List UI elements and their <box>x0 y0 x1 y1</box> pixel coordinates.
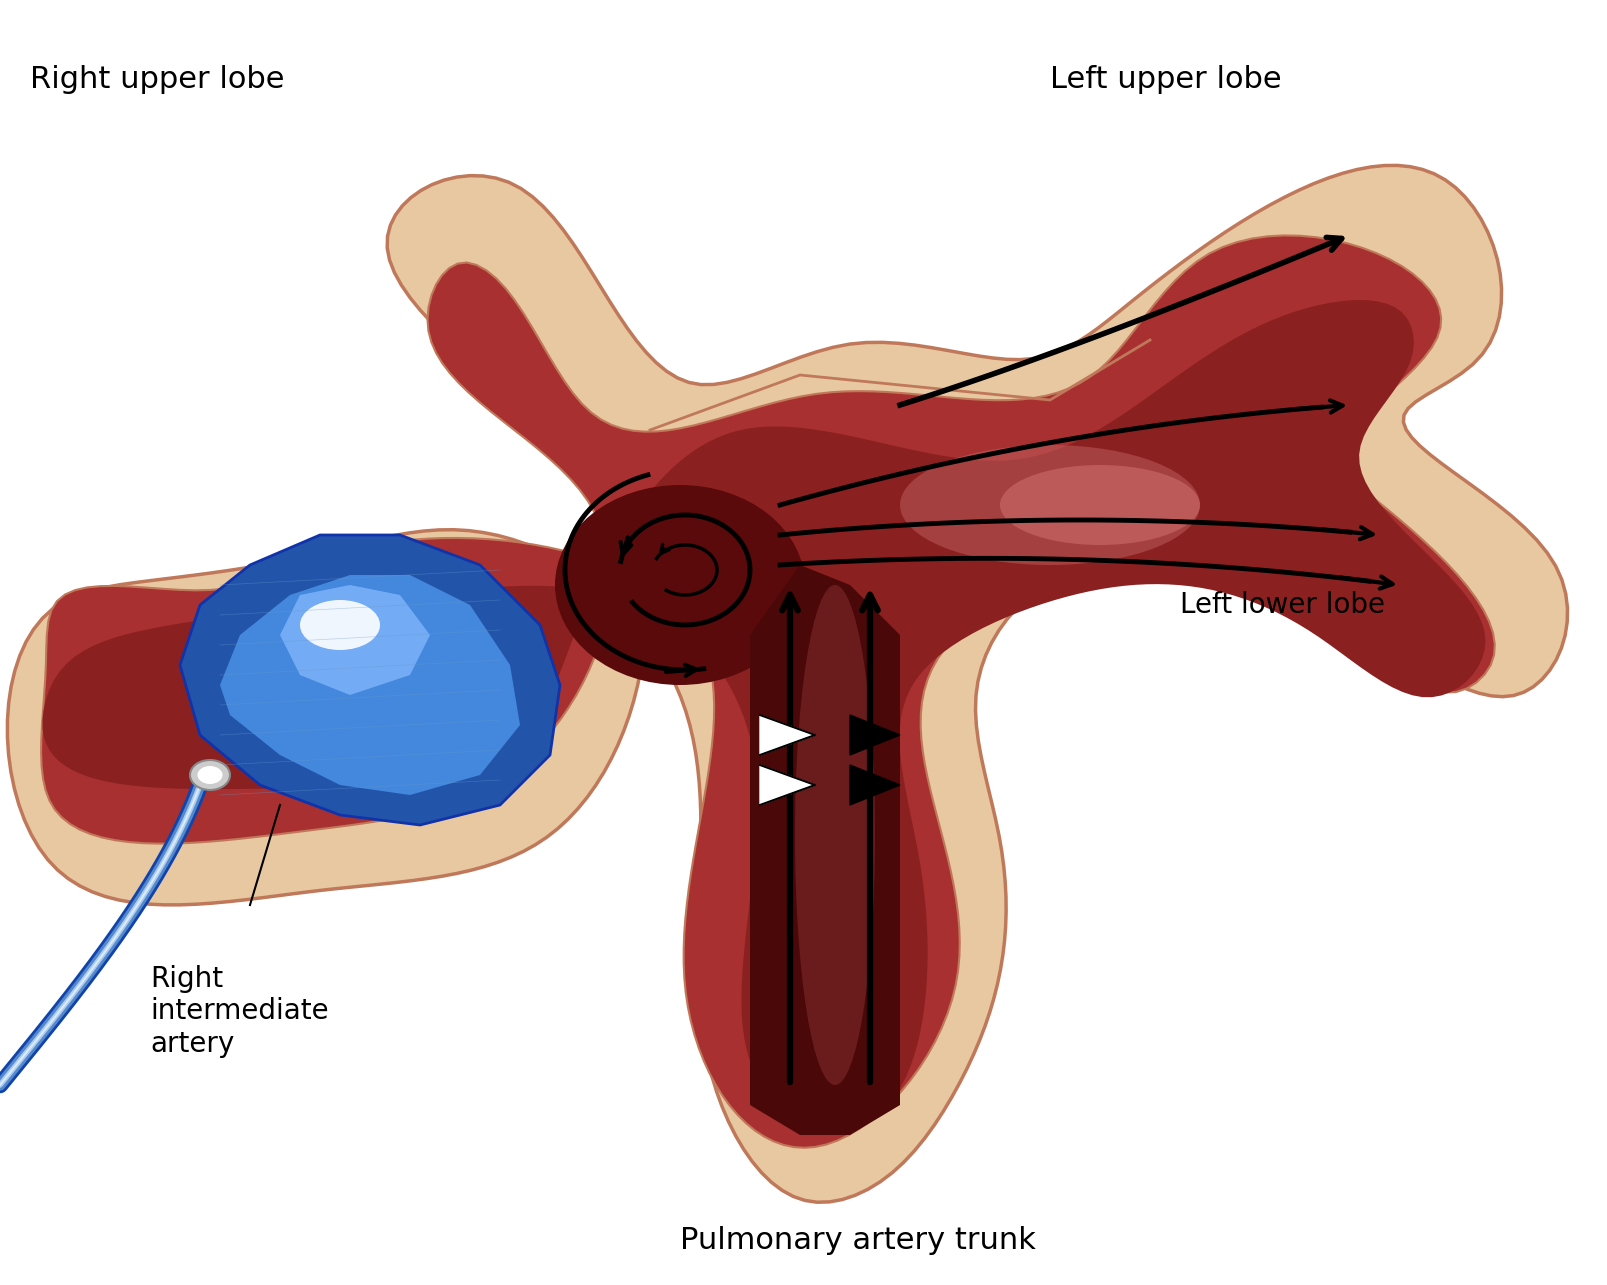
Polygon shape <box>749 565 900 1135</box>
Ellipse shape <box>554 484 805 685</box>
Ellipse shape <box>900 445 1199 565</box>
Ellipse shape <box>198 766 222 784</box>
Polygon shape <box>42 235 1495 1148</box>
Polygon shape <box>760 714 815 756</box>
Polygon shape <box>850 765 900 804</box>
Polygon shape <box>220 574 519 795</box>
Text: Right upper lobe: Right upper lobe <box>31 66 284 94</box>
Text: Left upper lobe: Left upper lobe <box>1049 66 1281 94</box>
Ellipse shape <box>301 600 379 650</box>
Polygon shape <box>760 765 815 804</box>
Polygon shape <box>280 585 429 695</box>
Ellipse shape <box>794 585 874 1085</box>
Polygon shape <box>180 535 559 825</box>
Text: Left lower lobe: Left lower lobe <box>1180 591 1384 619</box>
Polygon shape <box>42 301 1485 1124</box>
Text: Pulmonary artery trunk: Pulmonary artery trunk <box>680 1226 1035 1255</box>
Ellipse shape <box>1000 465 1199 545</box>
Polygon shape <box>8 166 1567 1203</box>
Text: Right
intermediate
artery: Right intermediate artery <box>149 965 328 1058</box>
Ellipse shape <box>190 759 230 790</box>
Polygon shape <box>850 714 900 756</box>
